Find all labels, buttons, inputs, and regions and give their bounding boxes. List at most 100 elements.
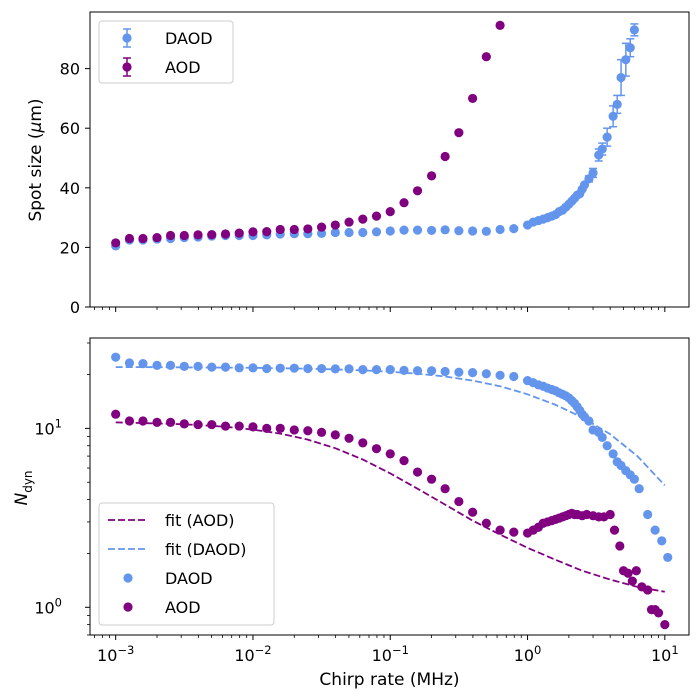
daod-spot-point — [344, 227, 354, 238]
aod-ndyn-point — [399, 456, 409, 466]
daod-ndyn-point — [371, 365, 382, 375]
aod-ndyn-point — [371, 444, 382, 454]
aod-ndyn-point — [468, 507, 478, 517]
legend-marker — [123, 602, 133, 612]
aod-ndyn-point — [631, 566, 641, 576]
aod-ndyn-point — [330, 430, 340, 440]
aod-spot-point — [165, 230, 176, 241]
aod-spot-point — [399, 198, 409, 208]
daod-spot-point — [440, 225, 450, 235]
daod-ndyn-point — [207, 362, 217, 372]
legend-label: AOD — [165, 58, 201, 77]
spot-size-series — [111, 20, 639, 251]
aod-ndyn-point — [426, 474, 437, 484]
legend-marker — [122, 62, 132, 72]
daod-ndyn-point — [316, 363, 327, 374]
legend-label: AOD — [165, 598, 201, 617]
aod-ndyn-point — [124, 416, 135, 426]
daod-ndyn-point — [634, 484, 644, 494]
aod-spot-point — [220, 229, 231, 239]
aod-ndyn-point — [385, 449, 395, 459]
aod-spot-point — [138, 233, 148, 244]
aod-spot-point — [440, 151, 450, 162]
daod-spot-point — [426, 225, 437, 236]
aod-spot-point — [344, 217, 354, 227]
daod-ndyn-point — [495, 370, 505, 380]
aod-ndyn-point — [495, 525, 505, 535]
aod-ndyn-point — [653, 608, 664, 618]
ndyn-panel: 10−3 10−2 10−1 100 101 100 101 Ndyn Chirp rat… — [12, 337, 690, 690]
daod-ndyn-point — [165, 360, 176, 370]
aod-ndyn-point — [303, 426, 313, 436]
daod-spot-point — [330, 227, 340, 238]
aod-ndyn-point — [220, 421, 231, 431]
daod-ndyn-point — [234, 363, 244, 373]
y-tick-label: 20 — [60, 238, 80, 257]
daod-ndyn-point — [399, 365, 409, 375]
daod-ndyn-point — [454, 367, 464, 377]
daod-spot-point — [371, 227, 382, 237]
aod-spot-point — [316, 222, 327, 232]
daod-spot-point — [399, 225, 409, 235]
aod-ndyn-point — [660, 620, 670, 630]
aod-ndyn-point — [509, 527, 519, 537]
daod-spot-point — [602, 132, 612, 142]
aod-spot-point — [371, 211, 382, 221]
aod-spot-point — [426, 171, 437, 181]
legend-frame — [98, 502, 275, 626]
daod-ndyn-point — [289, 363, 299, 373]
aod-ndyn-point — [358, 438, 368, 448]
spot-size-x-ticks — [94, 307, 666, 312]
daod-spot-point — [495, 224, 505, 235]
aod-spot-point — [124, 233, 135, 244]
spot-size-panel: 0 20 40 60 80 Spot size (μm) DAOD AOD — [26, 11, 690, 317]
daod-ndyn-point — [602, 441, 612, 451]
daod-ndyn-point — [124, 358, 135, 368]
aod-spot-point — [193, 230, 203, 240]
daod-ndyn-point — [111, 352, 121, 362]
daod-ndyn-point — [220, 362, 231, 372]
x-tick-label: 10−3 — [97, 643, 134, 665]
daod-ndyn-point — [597, 432, 607, 443]
daod-ndyn-point — [385, 365, 395, 375]
aod-ndyn-point — [316, 427, 327, 437]
aod-spot-point — [495, 20, 505, 31]
aod-ndyn-point — [643, 585, 653, 595]
aod-ndyn-point — [615, 541, 625, 551]
daod-ndyn-point — [330, 364, 340, 374]
daod-spot-point — [612, 99, 622, 109]
daod-ndyn-point — [303, 363, 313, 374]
x-axis-label: Chirp rate (MHz) — [319, 670, 459, 690]
daod-spot-point — [468, 226, 478, 236]
aod-spot-point — [262, 227, 272, 237]
ndyn-y-ticks: 100 101 — [34, 342, 90, 636]
daod-ndyn-point — [344, 364, 354, 374]
aod-ndyn-point — [138, 416, 148, 426]
daod-ndyn-point — [643, 509, 653, 520]
daod-spot-point — [625, 43, 635, 53]
aod-spot-point — [111, 238, 121, 248]
aod-ndyn-point — [627, 576, 637, 586]
daod-spot-point — [616, 72, 626, 83]
aod-ndyn-point — [440, 484, 450, 494]
legend-label: fit (DAOD) — [165, 540, 247, 559]
daod-ndyn-point — [152, 360, 162, 370]
daod-ndyn-point — [657, 536, 667, 546]
ndyn-x-ticks: 10−3 10−2 10−1 100 101 — [94, 635, 679, 665]
aod-spot-point — [289, 224, 299, 235]
aod-ndyn-point — [179, 419, 189, 429]
aod-ndyn-point — [111, 409, 121, 419]
aod-spot-point — [248, 227, 258, 237]
aod-spot-point — [358, 214, 368, 224]
aod-ndyn-point — [152, 417, 162, 427]
aod-ndyn-point — [605, 509, 615, 520]
y-tick-label: 40 — [60, 179, 80, 198]
aod-spot-point — [481, 52, 491, 62]
legend-marker — [123, 573, 133, 583]
daod-ndyn-point — [358, 365, 368, 375]
daod-spot-point — [481, 226, 491, 236]
daod-spot-point — [358, 227, 368, 238]
daod-ndyn-point — [248, 363, 258, 373]
aod-ndyn-point — [248, 422, 258, 432]
